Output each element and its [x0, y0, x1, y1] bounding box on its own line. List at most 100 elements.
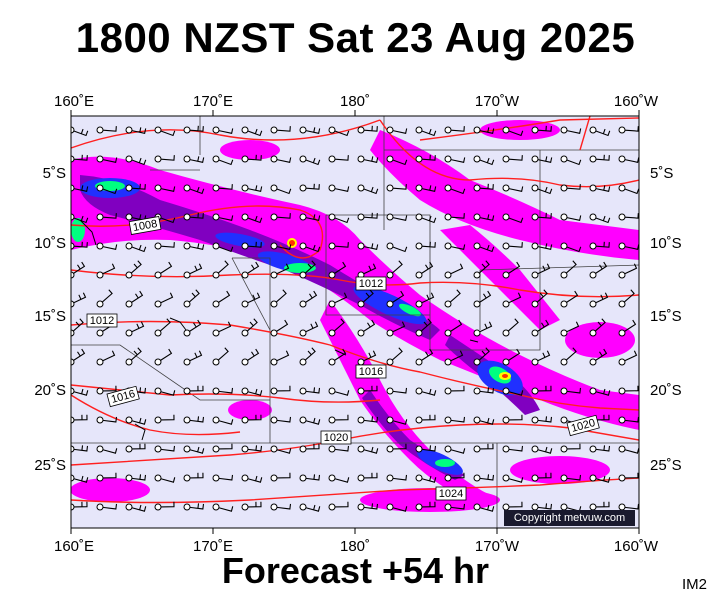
lat-label-left-10s: 10˚S	[34, 235, 66, 252]
wind-barb	[415, 318, 432, 337]
wind-barb	[560, 474, 582, 482]
wind-barb	[386, 126, 408, 134]
wind-barb	[71, 184, 89, 192]
forecast-label: Forecast +54 hr	[221, 550, 490, 591]
wind-barb	[618, 445, 639, 454]
wind-barb	[270, 445, 292, 454]
copyright-notice: Copyright metvuw.com	[504, 510, 635, 526]
wind-barb	[212, 184, 233, 192]
wind-barb	[589, 445, 611, 453]
wind-barb	[183, 385, 204, 395]
wind-barb	[502, 501, 523, 511]
wind-barb	[125, 443, 146, 453]
wind-barb	[96, 242, 118, 250]
wind-barb	[444, 385, 465, 395]
wind-barb	[241, 154, 262, 163]
isobar-label-1016-b: 1016	[106, 385, 140, 408]
wind-barb	[299, 290, 318, 308]
wind-barb	[212, 155, 234, 166]
wind-barb	[473, 347, 490, 366]
wind-barb	[415, 474, 437, 483]
wind-barb	[328, 184, 350, 192]
isobar-label-1020-a: 1020	[320, 430, 352, 445]
lat-label-left-15s: 15˚S	[34, 308, 66, 325]
wind-barb	[270, 385, 291, 395]
wind-barb	[154, 126, 176, 137]
wind-barb	[241, 474, 263, 483]
wind-barb	[386, 347, 403, 366]
isobar-label-1024: 1024	[435, 486, 467, 501]
wind-barb	[560, 213, 582, 221]
wind-barb	[618, 385, 639, 395]
wind-barb	[386, 184, 407, 192]
wind-barb	[357, 212, 378, 221]
wind-barbs	[71, 125, 639, 512]
wind-barb	[154, 242, 175, 250]
wind-barb	[154, 155, 175, 163]
wind-barb	[589, 154, 610, 163]
wind-barb	[212, 242, 234, 253]
wind-barb	[560, 184, 581, 192]
wind-barb	[71, 154, 88, 163]
wind-barb	[125, 416, 147, 425]
map-code: IM2	[681, 576, 707, 593]
wind-barb	[183, 184, 205, 195]
wind-barb	[444, 416, 466, 424]
wind-barb	[71, 445, 89, 453]
wind-barb	[415, 387, 437, 396]
wind-barb	[473, 213, 495, 221]
wind-barb	[299, 474, 321, 482]
wind-barb	[473, 242, 495, 253]
svg-text:1024: 1024	[439, 488, 463, 500]
wind-barb	[357, 289, 374, 308]
wind-barb	[241, 126, 263, 137]
wind-barb	[270, 289, 287, 308]
wind-barb	[96, 350, 116, 366]
wind-barb	[154, 348, 173, 366]
wind-barb	[560, 126, 582, 134]
wind-barb	[531, 125, 552, 134]
wind-barb	[96, 385, 117, 395]
wind-barb	[386, 416, 408, 425]
wind-barb	[96, 445, 118, 454]
wind-barb	[154, 292, 174, 308]
wind-barb	[502, 387, 524, 396]
wind-barb	[531, 319, 550, 337]
wind-barb	[531, 503, 553, 511]
wind-barb	[502, 292, 522, 308]
wind-barb	[299, 387, 321, 395]
wind-barb	[212, 503, 234, 512]
wind-barb	[618, 289, 635, 308]
wind-barb	[212, 126, 234, 134]
isobar-label-1008: 1008	[128, 216, 162, 235]
lon-label-top-170w: 170˚W	[475, 93, 520, 110]
wind-barb	[96, 126, 117, 134]
wind-barb	[589, 348, 608, 366]
lat-label-left-20s: 20˚S	[34, 382, 66, 399]
wind-barb	[154, 318, 171, 337]
wind-barb	[183, 350, 203, 366]
wind-barb	[502, 242, 523, 250]
wind-barb	[71, 213, 89, 224]
wind-barb	[71, 261, 86, 279]
wind-barb	[386, 503, 408, 512]
wind-barb	[71, 387, 89, 396]
wind-barb	[125, 290, 144, 308]
wind-barb	[299, 183, 320, 192]
wind-barb	[531, 212, 552, 221]
wind-barb	[473, 155, 495, 166]
wind-barb	[386, 321, 406, 337]
wind-barb	[270, 155, 292, 163]
wind-barb	[125, 503, 147, 512]
wind-barb	[328, 414, 349, 424]
wind-barb	[328, 474, 350, 483]
wind-barb	[212, 443, 233, 453]
wind-barb	[212, 321, 232, 337]
wind-barb	[270, 350, 290, 366]
wind-barb	[357, 416, 379, 424]
wind-barb	[357, 503, 379, 511]
wind-barb	[212, 416, 234, 425]
wind-barb	[96, 155, 118, 163]
wind-barb	[618, 263, 638, 279]
wind-barb	[241, 414, 262, 424]
